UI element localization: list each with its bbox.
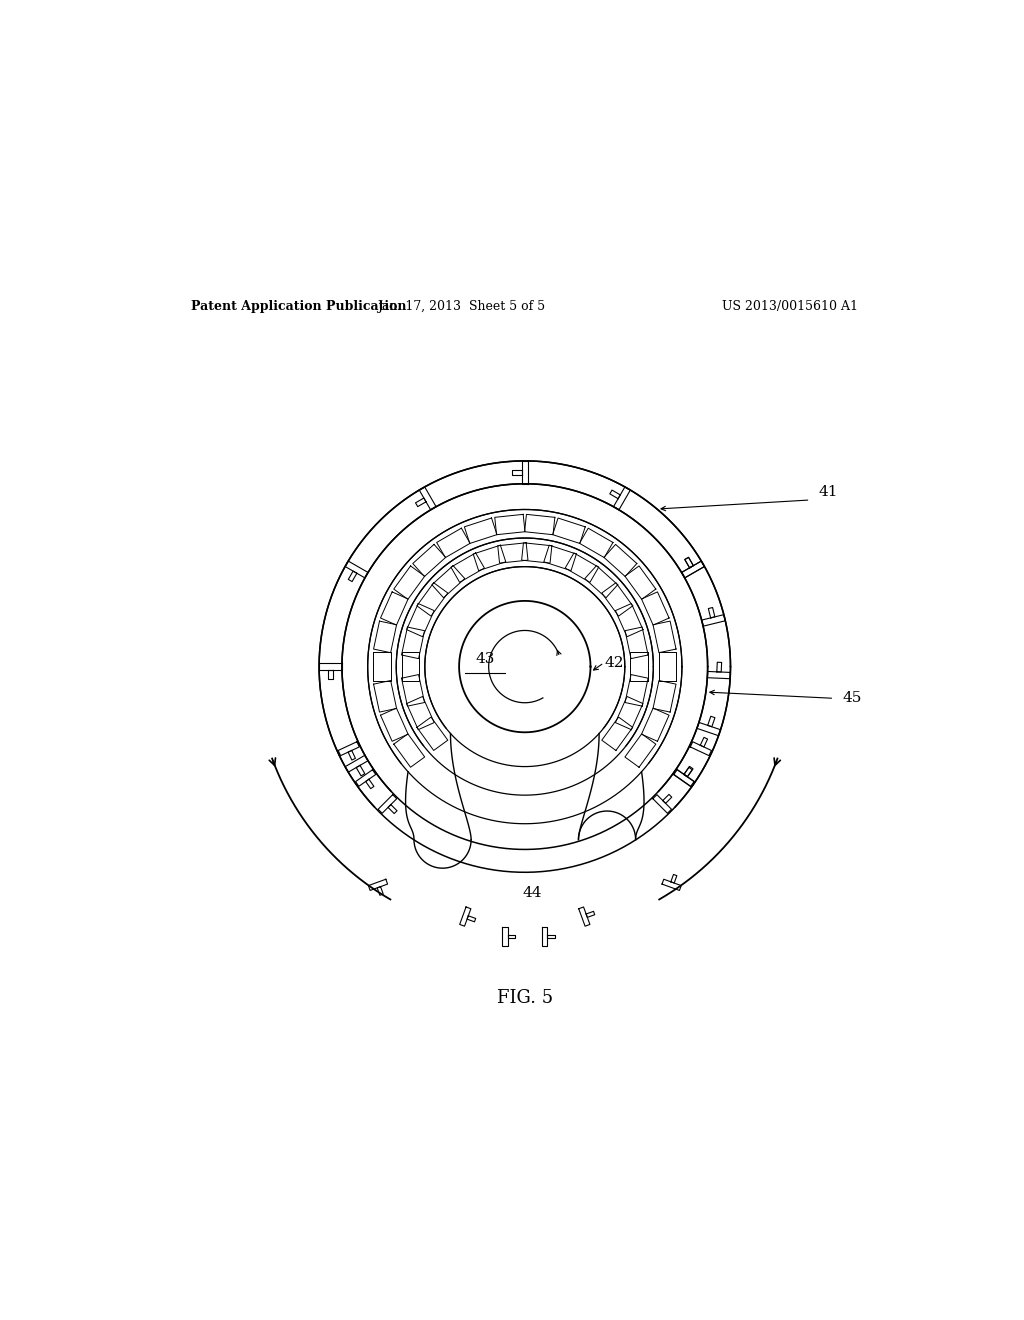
Text: 43: 43 xyxy=(475,652,495,665)
Text: US 2013/0015610 A1: US 2013/0015610 A1 xyxy=(722,300,858,313)
Text: 44: 44 xyxy=(523,886,543,900)
Text: FIG. 5: FIG. 5 xyxy=(497,989,553,1007)
Text: 41: 41 xyxy=(818,484,838,499)
Text: Jan. 17, 2013  Sheet 5 of 5: Jan. 17, 2013 Sheet 5 of 5 xyxy=(377,300,546,313)
Text: 45: 45 xyxy=(842,692,861,705)
Text: 42: 42 xyxy=(604,656,624,669)
Text: Patent Application Publication: Patent Application Publication xyxy=(191,300,407,313)
